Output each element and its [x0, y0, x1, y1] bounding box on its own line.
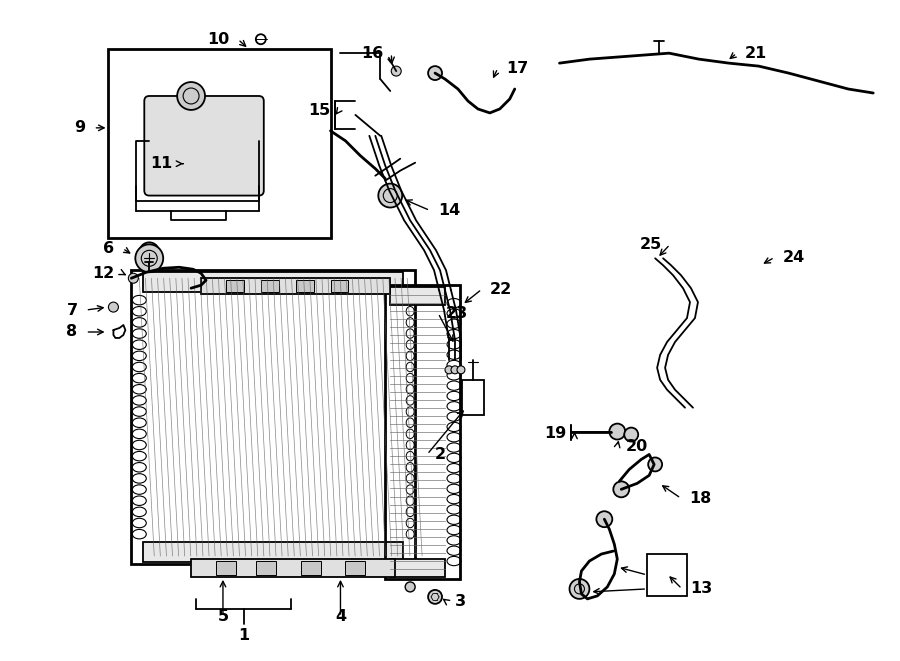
Bar: [131, 270, 415, 564]
Circle shape: [428, 66, 442, 80]
Text: 25: 25: [640, 237, 662, 252]
Circle shape: [428, 590, 442, 604]
Text: 23: 23: [446, 305, 468, 321]
Text: 1: 1: [238, 628, 249, 643]
Text: 8: 8: [67, 325, 77, 340]
Text: 24: 24: [783, 250, 805, 265]
Circle shape: [405, 582, 415, 592]
Bar: [191, 559, 395, 577]
Circle shape: [177, 82, 205, 110]
Bar: [261, 280, 279, 292]
Text: 6: 6: [104, 241, 114, 256]
Text: 14: 14: [438, 203, 460, 218]
Circle shape: [129, 273, 139, 283]
Circle shape: [445, 366, 453, 374]
Circle shape: [609, 424, 626, 440]
Text: 19: 19: [544, 426, 566, 441]
Text: 16: 16: [361, 46, 383, 61]
Bar: [296, 280, 313, 292]
Circle shape: [135, 245, 163, 272]
Text: 12: 12: [92, 266, 114, 281]
Bar: [346, 561, 365, 575]
Text: 5: 5: [218, 609, 229, 624]
Text: 11: 11: [150, 156, 172, 171]
Text: 3: 3: [455, 594, 466, 609]
Text: 17: 17: [506, 61, 528, 75]
Bar: [462, 380, 484, 414]
Text: 18: 18: [689, 490, 711, 506]
Text: 2: 2: [435, 447, 446, 462]
Bar: [216, 561, 236, 575]
Bar: [226, 280, 244, 292]
Bar: [256, 561, 275, 575]
Bar: [108, 49, 330, 239]
Bar: [391, 287, 445, 305]
Text: 4: 4: [335, 609, 346, 624]
Circle shape: [597, 511, 612, 527]
Bar: [201, 278, 391, 294]
Bar: [647, 554, 687, 596]
Circle shape: [140, 243, 159, 262]
Text: 7: 7: [67, 303, 77, 317]
Bar: [330, 280, 348, 292]
Circle shape: [378, 184, 402, 208]
Text: 9: 9: [75, 120, 86, 136]
Text: 20: 20: [626, 439, 647, 454]
Text: 22: 22: [490, 282, 512, 297]
FancyBboxPatch shape: [144, 96, 264, 196]
Text: 13: 13: [690, 582, 712, 596]
Circle shape: [625, 428, 638, 442]
Text: 15: 15: [309, 103, 330, 118]
Text: 10: 10: [208, 32, 230, 47]
Bar: [143, 542, 403, 562]
Circle shape: [570, 579, 590, 599]
Circle shape: [648, 457, 662, 471]
Circle shape: [451, 366, 459, 374]
Text: 21: 21: [745, 46, 767, 61]
Bar: [143, 272, 403, 292]
Circle shape: [457, 366, 465, 374]
Bar: [391, 559, 445, 577]
Bar: [385, 285, 460, 579]
Circle shape: [613, 481, 629, 497]
Circle shape: [108, 302, 119, 312]
Circle shape: [392, 66, 401, 76]
Bar: [301, 561, 320, 575]
